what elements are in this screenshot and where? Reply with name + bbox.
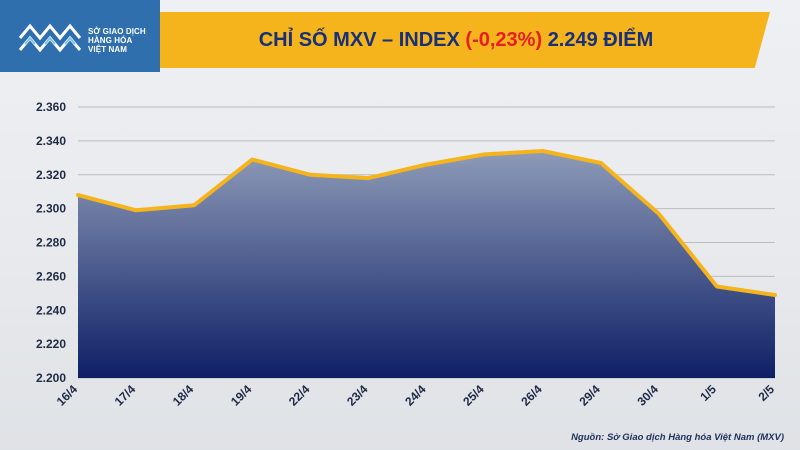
logo-line-1: SỞ GIAO DỊCH: [88, 27, 146, 36]
logo-text: SỞ GIAO DỊCH HÀNG HÓA VIỆT NAM: [88, 27, 146, 54]
source-note: Nguồn: Sở Giao dịch Hàng hóa Việt Nam (M…: [571, 432, 784, 443]
logo-line-3: VIỆT NAM: [88, 45, 128, 54]
area-fill: [78, 151, 775, 378]
title-value: 2.249 ĐIỂM: [547, 28, 654, 51]
x-tick-label: 18/4: [170, 382, 197, 409]
x-tick-label: 26/4: [518, 382, 545, 409]
y-tick-label: 2.280: [36, 236, 66, 250]
y-tick-label: 2.260: [36, 269, 66, 283]
y-tick-label: 2.340: [36, 134, 66, 148]
title-change: (-0,23%): [465, 28, 543, 51]
y-tick-label: 2.320: [36, 168, 66, 182]
x-tick-label: 25/4: [460, 382, 487, 409]
x-tick-label: 16/4: [54, 382, 81, 409]
x-tick-label: 19/4: [228, 382, 255, 409]
y-tick-label: 2.200: [36, 371, 66, 385]
logo-line-2: HÀNG HÓA: [88, 36, 133, 45]
x-tick-label: 22/4: [286, 382, 313, 409]
x-tick-label: 30/4: [635, 382, 662, 409]
x-tick-label: 29/4: [576, 382, 603, 409]
y-tick-label: 2.360: [36, 100, 66, 114]
x-tick-label: 1/5: [697, 382, 719, 404]
y-tick-label: 2.220: [36, 337, 66, 351]
title-bar: CHỈ SỐ MXV – INDEX (-0,23%) 2.249 ĐIỂM: [160, 12, 770, 68]
x-axis-labels: 16/4 17/4 18/4 19/4 22/4 23/4 24/4 25/4 26/4 29/4…: [54, 382, 778, 409]
chart-title: CHỈ SỐ MXV – INDEX (-0,23%) 2.249 ĐIỂM: [259, 29, 672, 52]
series-line: [76, 149, 777, 297]
title-prefix: CHỈ SỐ MXV – INDEX: [258, 28, 460, 51]
x-tick-label: 17/4: [112, 382, 139, 409]
x-tick-label: 23/4: [344, 382, 371, 409]
y-axis-labels: 2.200 2.220 2.240 2.260 2.280 2.300 2.320 2.340…: [36, 100, 66, 385]
y-tick-label: 2.300: [36, 202, 66, 216]
area-chart: 2.200 2.220 2.240 2.260 2.280 2.300 2.320 2.340…: [36, 100, 778, 409]
x-tick-label: 24/4: [402, 382, 429, 409]
exchange-logo-icon: [18, 23, 82, 53]
y-tick-label: 2.240: [36, 303, 66, 317]
x-tick-label: 2/5: [755, 382, 777, 404]
logo-panel: SỞ GIAO DỊCH HÀNG HÓA VIỆT NAM: [0, 0, 160, 72]
